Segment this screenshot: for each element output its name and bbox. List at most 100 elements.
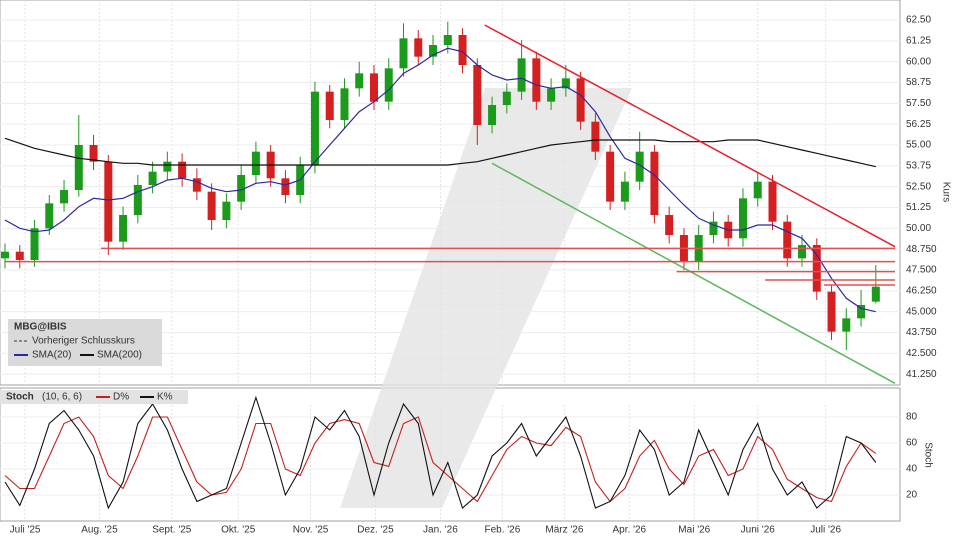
candle-body [384,68,393,102]
stoch-line [4,395,877,510]
candle-body [827,291,836,332]
candle-body [458,35,467,65]
candle-body [414,38,423,57]
candle-body [1,251,9,259]
candle-body [517,58,526,92]
legend-label: K% [157,392,173,403]
candle-body [251,151,260,175]
candle-body [340,88,349,120]
y-tick-label: 50.00 [906,223,931,234]
candle-body [237,175,246,202]
stoch-params: (10, 6, 6) [42,392,82,403]
y-tick-label: 57.50 [906,98,931,109]
stoch-header [0,390,188,404]
candle-body [635,151,644,182]
sma-line [4,47,876,313]
candle-body [60,190,69,204]
candle-body [443,35,452,45]
y-tick-label: 60 [906,438,918,449]
candle-body [163,161,172,172]
candle-body [768,181,777,222]
legend-box [8,319,162,366]
candle-body [783,221,792,259]
candle-body [45,203,54,229]
y-tick-label: 62.50 [906,15,931,26]
candle-body [148,171,157,185]
candle-body [89,145,98,162]
candle-body [222,201,231,220]
candle-body [620,181,629,202]
candle-body [591,121,600,152]
candle-body [30,228,39,260]
candle-body [104,161,113,242]
x-tick-label: Sept. '25 [152,525,192,536]
trend-line [484,24,896,248]
candle-body [207,191,216,220]
x-tick-label: Juli '26 [810,525,841,536]
y-tick-label: 46.250 [906,285,937,296]
legend: MBG@IBIS Vorheriger Schlusskurs SMA(20) … [0,319,188,404]
y-tick-label: 43.750 [906,327,937,338]
y-tick-label: 58.75 [906,77,931,88]
candle-body [665,215,674,235]
candle-body [399,38,408,69]
candle-body [178,161,187,179]
candle-body [871,286,880,302]
y-tick-label: 51.25 [906,202,931,213]
marks [1,21,896,510]
candle-body [709,221,718,235]
trend-line [491,162,896,384]
candle-body [842,318,851,332]
stoch-line [4,416,877,503]
candle-body [650,151,659,215]
legend-label: SMA(20) [32,350,71,361]
x-tick-label: Apr. '26 [613,525,647,536]
y-tick-label: 20 [906,490,918,501]
candle-body [310,91,319,165]
candle-body [355,73,364,89]
y-tick-label: 40 [906,464,918,475]
candle-body [606,151,615,202]
y-axis-label: Kurs [940,182,951,203]
x-tick-label: Nov. '25 [293,525,329,536]
candle-body [15,251,24,260]
x-tick-label: Mai '26 [678,525,710,536]
candle-body [119,215,128,242]
x-tick-label: Aug. '25 [81,525,118,536]
candle-body [798,245,807,259]
x-tick-label: März '26 [545,525,583,536]
x-tick-label: Juni '26 [741,525,776,536]
y-tick-label: 61.25 [906,35,931,46]
candle-body [488,105,497,125]
y-tick-label: 56.25 [906,119,931,130]
candle-body [753,181,762,199]
candle-body [561,78,570,89]
legend-label: SMA(200) [97,350,142,361]
candle-body [369,73,378,102]
y-tick-label: 42.500 [906,348,937,359]
candle-body [429,45,438,57]
candle-body [738,198,747,239]
legend-note: Vorheriger Schlusskurs [32,336,135,347]
x-tick-label: Jan. '26 [423,525,458,536]
stoch-title: Stoch [6,392,34,403]
candle-body [281,178,290,195]
candle-body [74,145,83,190]
y-tick-label: 52.50 [906,181,931,192]
x-tick-label: Juli '25 [10,525,41,536]
legend-label: D% [113,392,129,403]
y-tick-label: 47.500 [906,265,937,276]
candle-body [473,65,482,125]
y-tick-label: 60.00 [906,56,931,67]
x-tick-label: Feb. '26 [484,525,520,536]
candle-body [857,305,866,319]
x-tick-label: Dez. '25 [357,525,394,536]
candle-body [812,245,821,292]
y-tick-label: 53.75 [906,160,931,171]
y-tick-label: 80 [906,412,918,423]
candle-body [325,91,334,120]
watermark [340,88,632,508]
y-tick-label: 41.250 [906,369,937,380]
x-tick-label: Okt. '25 [221,525,256,536]
